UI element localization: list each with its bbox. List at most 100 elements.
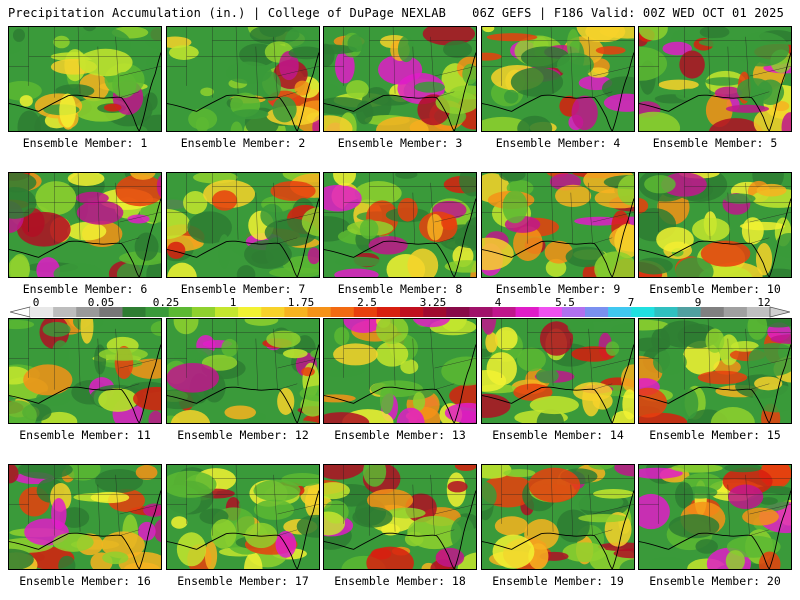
- precip-map-12: [167, 319, 319, 423]
- colorbar-swatch-31: [746, 307, 771, 317]
- colorbar-swatch-6: [168, 307, 193, 317]
- precip-map-16: [9, 465, 161, 569]
- coastline: [167, 52, 319, 131]
- colorbar-swatch-7: [191, 307, 216, 317]
- ensemble-panel-13: [323, 318, 477, 424]
- colorbar-swatch-12: [307, 307, 331, 317]
- colorbar-swatch-4: [122, 307, 146, 317]
- colorbar-swatch-14: [353, 307, 378, 317]
- colorbar-label-5: 2.5: [357, 296, 377, 309]
- colorbar-swatch-8: [215, 307, 239, 317]
- precip-map-10: [639, 173, 791, 277]
- coastline: [324, 52, 476, 131]
- precip-map-11: [9, 319, 161, 423]
- ensemble-panel-1: [8, 26, 162, 132]
- colorbar-label-9: 7: [627, 296, 635, 309]
- precip-map-17: [167, 465, 319, 569]
- colorbar-swatch-24: [585, 307, 609, 317]
- ensemble-label-12: Ensemble Member: 12: [177, 428, 309, 442]
- ensemble-label-7: Ensemble Member: 7: [180, 282, 306, 296]
- coastline: [324, 490, 476, 569]
- colorbar-swatch-2: [76, 307, 100, 317]
- coastline: [639, 344, 791, 423]
- coastline: [482, 344, 634, 423]
- ensemble-panel-4: [481, 26, 635, 132]
- ensemble-label-2: Ensemble Member: 2: [180, 136, 306, 150]
- coastline: [9, 52, 161, 131]
- ensemble-label-13: Ensemble Member: 13: [334, 428, 466, 442]
- ensemble-label-10: Ensemble Member: 10: [649, 282, 781, 296]
- colorbar-label-7: 4: [494, 296, 502, 309]
- coastline: [167, 490, 319, 569]
- colorbar-swatch-30: [723, 307, 748, 317]
- colorbar-swatch-27: [654, 307, 678, 317]
- colorbar-swatch-22: [538, 307, 563, 317]
- colorbar-label-6: 3.25: [419, 296, 447, 309]
- precip-map-8: [324, 173, 476, 277]
- ensemble-panel-5: [638, 26, 792, 132]
- precip-map-9: [482, 173, 634, 277]
- ensemble-panel-6: [8, 172, 162, 278]
- ensemble-panel-20: [638, 464, 792, 570]
- precip-map-18: [324, 465, 476, 569]
- coastline: [639, 490, 791, 569]
- ensemble-panel-11: [8, 318, 162, 424]
- colorbar-swatch-10: [261, 307, 285, 317]
- colorbar-swatch-0: [30, 307, 54, 317]
- colorbar-max-arrow: [769, 306, 790, 318]
- coastline: [9, 198, 161, 277]
- ensemble-label-16: Ensemble Member: 16: [19, 574, 151, 588]
- ensemble-label-18: Ensemble Member: 18: [334, 574, 466, 588]
- precip-map-1: [9, 27, 161, 131]
- model-run-info: 06Z GEFS | F186 Valid: 00Z WED OCT 01 20…: [472, 6, 784, 20]
- coastline: [9, 344, 161, 423]
- coastline: [167, 344, 319, 423]
- precip-map-2: [167, 27, 319, 131]
- ensemble-label-20: Ensemble Member: 20: [649, 574, 781, 588]
- colorbar-swatch-15: [376, 307, 401, 317]
- colorbar-swatch-19: [469, 307, 493, 317]
- precip-map-14: [482, 319, 634, 423]
- ensemble-panel-7: [166, 172, 320, 278]
- ensemble-label-5: Ensemble Member: 5: [652, 136, 778, 150]
- precip-map-5: [639, 27, 791, 131]
- precip-map-6: [9, 173, 161, 277]
- precip-map-3: [324, 27, 476, 131]
- colorbar-label-8: 5.5: [555, 296, 575, 309]
- colorbar-label-4: 1.75: [287, 296, 315, 309]
- ensemble-panel-12: [166, 318, 320, 424]
- colorbar-swatch-23: [561, 307, 586, 317]
- ensemble-panel-15: [638, 318, 792, 424]
- ensemble-panel-19: [481, 464, 635, 570]
- coastline: [639, 198, 791, 277]
- coastline: [482, 52, 634, 131]
- ensemble-panel-14: [481, 318, 635, 424]
- ensemble-label-14: Ensemble Member: 14: [492, 428, 624, 442]
- colorbar-swatch-17: [423, 307, 447, 317]
- ensemble-label-15: Ensemble Member: 15: [649, 428, 781, 442]
- colorbar-swatch-5: [145, 307, 170, 317]
- colorbar-swatch-26: [631, 307, 655, 317]
- colorbar-label-0: 0: [32, 296, 40, 309]
- colorbar-swatch-16: [400, 307, 424, 317]
- coastline: [167, 198, 319, 277]
- precip-map-15: [639, 319, 791, 423]
- ensemble-label-8: Ensemble Member: 8: [337, 282, 463, 296]
- coastline: [324, 198, 476, 277]
- ensemble-panel-10: [638, 172, 792, 278]
- ensemble-label-6: Ensemble Member: 6: [22, 282, 148, 296]
- coastline: [324, 344, 476, 423]
- coastline: [639, 52, 791, 131]
- coastline: [482, 490, 634, 569]
- precip-map-13: [324, 319, 476, 423]
- precip-map-19: [482, 465, 634, 569]
- ensemble-label-11: Ensemble Member: 11: [19, 428, 151, 442]
- colorbar-swatch-1: [53, 307, 77, 317]
- colorbar-min-arrow: [10, 306, 31, 318]
- colorbar-swatch-20: [492, 307, 516, 317]
- coastline: [9, 490, 161, 569]
- precip-map-20: [639, 465, 791, 569]
- colorbar-swatch-18: [446, 307, 470, 317]
- precip-map-4: [482, 27, 634, 131]
- colorbar-label-1: 0.05: [87, 296, 115, 309]
